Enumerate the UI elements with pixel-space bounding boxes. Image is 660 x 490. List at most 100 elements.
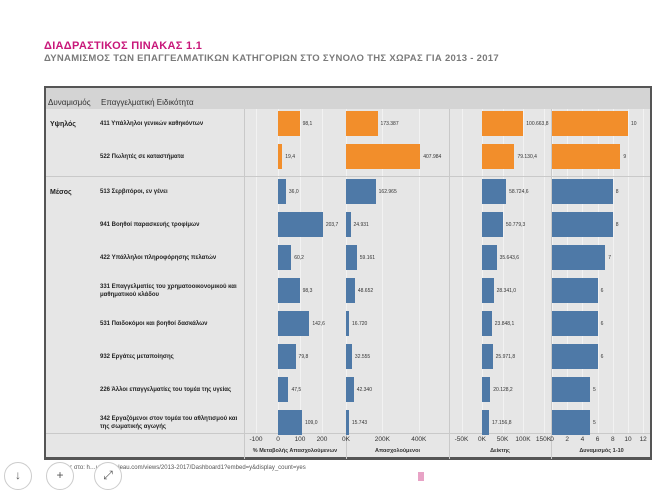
bar-pct [278,344,296,369]
bar-emp [346,311,350,336]
axis-tick-label: 4 [580,436,585,443]
data-label-pct: 203,7 [325,222,339,228]
axis-tick-label: -100 [249,436,263,443]
bar-dyn [552,377,590,402]
bar-dyn [552,144,621,169]
bar-pct [278,245,292,270]
header-band [46,88,650,109]
data-label-idx: 17.156,8 [492,420,512,426]
axis-tick-label: 6 [595,436,600,443]
bar-emp [346,410,349,435]
axis-tick-label: 100K [515,436,531,443]
bar-idx [482,245,497,270]
header-specialty: Επαγγελματική Ειδικότητα [101,98,194,107]
group-label: Υψηλός [50,121,76,128]
bar-dyn [552,111,628,136]
download-button[interactable]: ↓ [4,462,32,490]
bar-emp [346,144,421,169]
gridline [256,109,257,433]
data-label-emp: 15.743 [351,420,368,426]
bar-idx [482,144,515,169]
data-label-pct: 36,0 [288,189,299,195]
row-label: 331 Επαγγελματίες του χρηματοοικονομικού… [100,284,237,298]
data-label-idx: 79.130,4 [517,154,537,160]
bar-dyn [552,344,598,369]
axis-tick-label: 0 [550,436,554,443]
bar-emp [346,344,352,369]
data-label-dyn: 10 [631,121,637,127]
data-label-dyn: 9 [623,154,627,160]
data-label-emp: 24.931 [353,222,369,228]
bar-emp [346,245,357,270]
row-label: 932 Εργάτες μεταποίησης [100,354,174,360]
data-label-pct: 47,5 [291,387,302,393]
row-label: 342 Εργαζόμενοι στον τομέα του αθλητισμο… [100,416,238,430]
data-label-idx: 50.779,3 [505,222,526,228]
gridline [418,109,420,433]
bar-emp [346,377,354,402]
data-label-emp: 16.720 [352,321,368,327]
row-label: 226 Άλλοι επαγγελματίες του τομέα της υγ… [100,387,232,393]
gridline [567,109,569,433]
data-label-emp: 162.965 [378,189,397,195]
bar-dyn [552,179,613,204]
gridline [382,109,384,433]
data-label-idx: 20.128,2 [493,387,513,393]
data-label-pct: 109,0 [304,420,318,426]
gridline [543,109,545,433]
bar-idx [482,311,492,336]
data-label-idx: 23.848,1 [494,321,515,327]
row-label: 941 Βοηθοί παρασκευής τροφίμων [100,222,200,228]
row-label: 422 Υπάλληλοι πληροφόρησης πελατών [100,255,217,261]
footer-url[interactable]: …ος στο: h…ublic.tableau.com/views/2013-… [60,465,306,471]
axis-tick-label: 0K [478,436,486,443]
zoom-in-button[interactable]: + [46,462,74,490]
bar-idx [482,278,494,303]
pane-divider [449,109,450,459]
bar-idx [482,377,491,402]
data-label-emp: 407.984 [423,154,442,160]
axis-tick-label: 0K [342,436,350,443]
bar-idx [482,212,503,237]
gridline [612,109,614,433]
gridline [300,109,301,433]
axis-tick-label: 100 [294,436,306,443]
data-label-pct: 60,2 [294,255,304,261]
axis-title: Δείκτης [490,448,510,454]
bar-idx [482,410,490,435]
axis-tick-label: 10 [624,436,632,443]
bar-emp [346,212,351,237]
bar-pct [278,377,289,402]
data-label-pct: 19,4 [285,154,295,160]
gridline [582,109,584,433]
data-label-dyn: 5 [593,420,596,426]
axis-tick-label: 150K [535,436,552,443]
data-label-dyn: 5 [593,387,596,393]
data-label-emp: 173.387 [380,121,399,127]
bar-pct [278,111,300,136]
row-label: 513 Σερβιτόροι, εν γένει [100,189,168,195]
axis-tick-label: 200K [374,436,390,443]
bar-dyn [552,278,598,303]
data-label-pct: 98,3 [302,288,313,294]
marker [418,472,424,481]
fullscreen-button[interactable]: ⤢ [94,462,122,490]
gridline [322,109,323,433]
axis-title: % Μεταβολής Απασχολούμενων [252,448,338,454]
bar-emp [346,278,355,303]
gridline [278,109,279,433]
bar-dyn [552,410,590,435]
group-label: Μέσος [50,189,72,196]
data-label-dyn: 6 [600,288,604,294]
gridline [523,109,524,433]
gridline [346,109,347,433]
pane-divider [551,109,552,459]
row-label: 531 Παιδοκόμοι και βοηθοί δασκάλων [100,321,208,327]
axis-tick-label: 2 [565,436,569,443]
dashboard-frame [44,86,652,460]
data-label-dyn: 6 [600,321,604,327]
gridline [643,109,645,433]
bar-pct [278,311,310,336]
bar-dyn [552,245,606,270]
pane-divider [244,109,245,459]
